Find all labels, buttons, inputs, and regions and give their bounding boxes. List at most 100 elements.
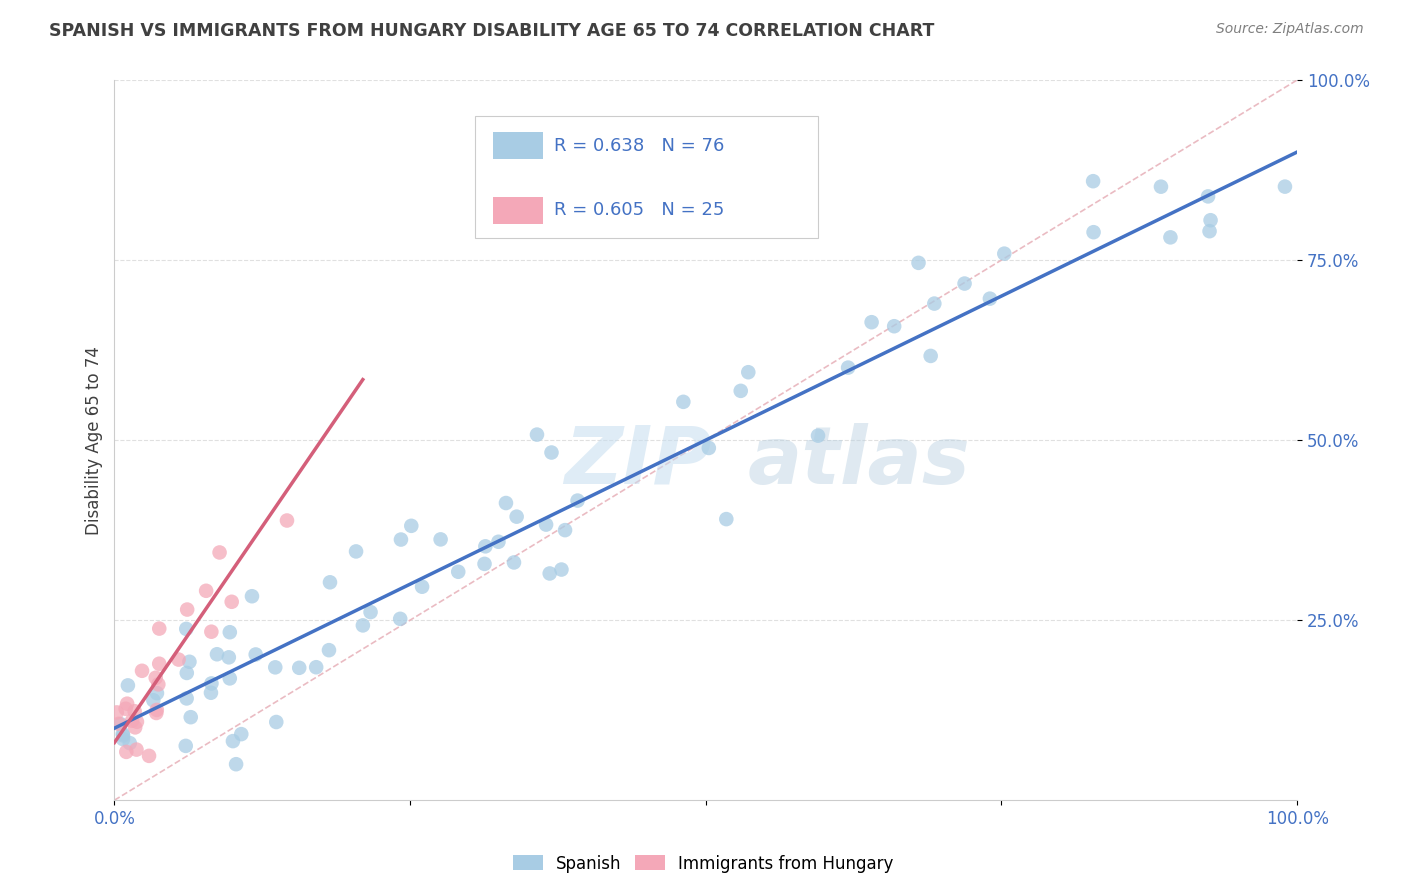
- Point: [200, 624, 222, 639]
- Point: [264, 660, 287, 674]
- Point: [218, 650, 240, 665]
- Point: [240, 589, 263, 603]
- Point: [108, 716, 131, 731]
- Text: R = 0.638   N = 76: R = 0.638 N = 76: [554, 136, 724, 154]
- Point: [1159, 230, 1181, 244]
- Point: [360, 605, 382, 619]
- Point: [110, 717, 132, 731]
- Point: [125, 714, 148, 729]
- Point: [124, 720, 146, 734]
- Point: [503, 556, 526, 570]
- Point: [218, 625, 240, 640]
- Point: [554, 523, 576, 537]
- Point: [174, 622, 197, 636]
- Point: [146, 703, 169, 717]
- Point: [131, 664, 153, 678]
- Point: [145, 706, 167, 720]
- Point: [148, 622, 170, 636]
- Point: [447, 565, 470, 579]
- Point: [907, 256, 929, 270]
- Point: [179, 655, 201, 669]
- Point: [124, 704, 146, 718]
- Point: [1083, 225, 1105, 239]
- Point: [883, 319, 905, 334]
- Text: ZIP: ZIP: [564, 423, 711, 500]
- Point: [167, 652, 190, 666]
- Point: [526, 427, 548, 442]
- Point: [474, 539, 496, 553]
- Point: [121, 714, 143, 728]
- Point: [305, 660, 328, 674]
- Point: [148, 677, 170, 691]
- Point: [567, 493, 589, 508]
- Point: [920, 349, 942, 363]
- Point: [114, 702, 136, 716]
- Point: [125, 742, 148, 756]
- Point: [495, 496, 517, 510]
- Point: [180, 710, 202, 724]
- Point: [115, 697, 138, 711]
- Point: [505, 509, 527, 524]
- Point: [538, 566, 561, 581]
- Point: [174, 739, 197, 753]
- Text: Source: ZipAtlas.com: Source: ZipAtlas.com: [1216, 22, 1364, 37]
- Point: [146, 686, 169, 700]
- Point: [231, 727, 253, 741]
- Point: [737, 365, 759, 379]
- Point: [953, 277, 976, 291]
- Point: [389, 533, 412, 547]
- Point: [176, 691, 198, 706]
- Point: [115, 745, 138, 759]
- Point: [924, 296, 946, 310]
- Point: [117, 678, 139, 692]
- Point: [112, 728, 135, 742]
- Point: [288, 661, 311, 675]
- Point: [142, 693, 165, 707]
- Point: [138, 748, 160, 763]
- Point: [318, 643, 340, 657]
- Point: [716, 512, 738, 526]
- Point: [225, 757, 247, 772]
- Point: [672, 394, 695, 409]
- Point: [200, 676, 222, 690]
- Point: [1081, 174, 1104, 188]
- Point: [200, 686, 222, 700]
- Point: [540, 445, 562, 459]
- Point: [550, 563, 572, 577]
- Point: [429, 533, 451, 547]
- Point: [697, 441, 720, 455]
- Point: [534, 517, 557, 532]
- Point: [195, 583, 218, 598]
- Point: [148, 657, 170, 671]
- Point: [401, 518, 423, 533]
- Point: [319, 575, 342, 590]
- FancyBboxPatch shape: [475, 116, 818, 238]
- Point: [176, 602, 198, 616]
- Point: [389, 612, 412, 626]
- Point: [222, 734, 245, 748]
- Point: [111, 727, 134, 741]
- FancyBboxPatch shape: [494, 196, 543, 224]
- Point: [105, 706, 128, 720]
- Point: [488, 534, 510, 549]
- Point: [860, 315, 883, 329]
- Point: [411, 580, 433, 594]
- Point: [221, 595, 243, 609]
- Point: [837, 360, 859, 375]
- Point: [1197, 189, 1219, 203]
- Point: [993, 246, 1015, 260]
- Point: [1199, 213, 1222, 227]
- Point: [276, 514, 298, 528]
- Y-axis label: Disability Age 65 to 74: Disability Age 65 to 74: [86, 346, 103, 534]
- Text: R = 0.605   N = 25: R = 0.605 N = 25: [554, 202, 724, 219]
- Point: [1198, 224, 1220, 238]
- Point: [208, 545, 231, 559]
- Text: atlas: atlas: [747, 423, 970, 500]
- Point: [807, 428, 830, 442]
- Point: [205, 647, 228, 661]
- Point: [730, 384, 752, 398]
- Point: [1274, 179, 1296, 194]
- Point: [176, 665, 198, 680]
- Point: [264, 714, 287, 729]
- Point: [118, 736, 141, 750]
